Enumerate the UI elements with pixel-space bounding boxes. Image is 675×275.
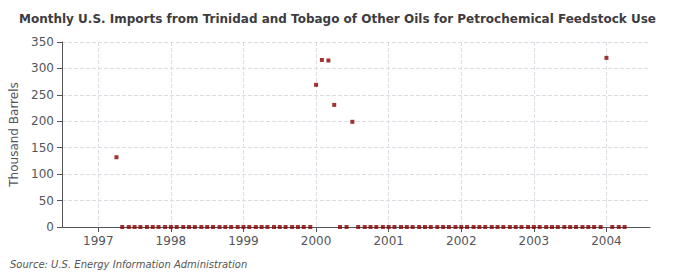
svg-text:1997: 1997 bbox=[83, 234, 114, 248]
svg-text:2001: 2001 bbox=[373, 234, 404, 248]
svg-text:0: 0 bbox=[46, 220, 54, 234]
svg-text:300: 300 bbox=[31, 61, 54, 75]
svg-text:Thousand Barrels: Thousand Barrels bbox=[7, 82, 21, 187]
svg-text:1999: 1999 bbox=[228, 234, 259, 248]
svg-text:350: 350 bbox=[31, 35, 54, 49]
svg-text:Monthly U.S. Imports from Trin: Monthly U.S. Imports from Trinidad and T… bbox=[19, 12, 656, 26]
svg-text:Source: U.S. Energy Informatio: Source: U.S. Energy Information Administ… bbox=[10, 259, 247, 270]
svg-text:1998: 1998 bbox=[156, 234, 187, 248]
svg-text:150: 150 bbox=[31, 141, 54, 155]
svg-text:2004: 2004 bbox=[591, 234, 622, 248]
svg-text:100: 100 bbox=[31, 167, 54, 181]
svg-text:250: 250 bbox=[31, 88, 54, 102]
svg-text:2003: 2003 bbox=[519, 234, 550, 248]
svg-text:2000: 2000 bbox=[301, 234, 332, 248]
svg-text:200: 200 bbox=[31, 114, 54, 128]
svg-text:2002: 2002 bbox=[446, 234, 477, 248]
svg-text:50: 50 bbox=[39, 194, 54, 208]
